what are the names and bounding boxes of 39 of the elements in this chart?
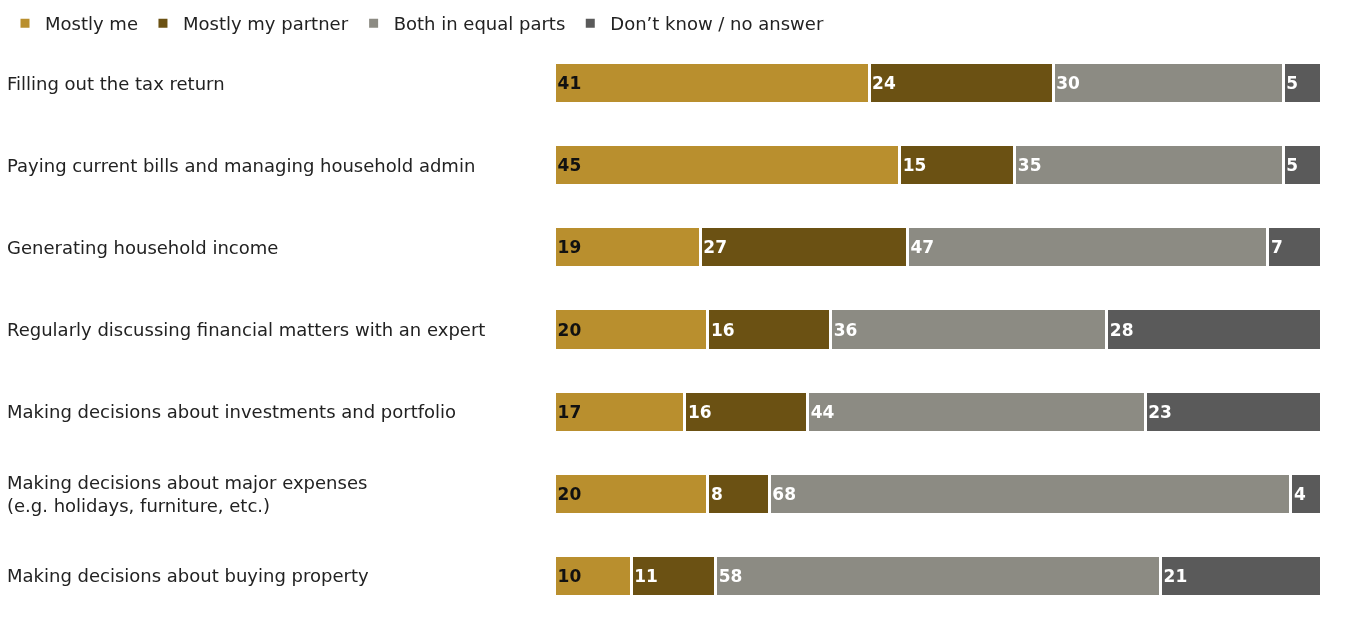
y-tick-label: Making decisions about investments and portfolio	[7, 401, 457, 422]
data-label: 58	[718, 565, 743, 586]
legend-label: Mostly me	[45, 13, 138, 35]
legend-label: Don’t know / no answer	[610, 13, 824, 35]
data-label: 21	[1163, 565, 1188, 586]
data-label: 44	[810, 401, 835, 422]
y-tick-label: Regularly discussing financial matters with an expert	[7, 319, 486, 340]
legend-label: Mostly my partner	[182, 13, 349, 35]
data-label: 35	[1017, 155, 1042, 176]
data-label: 19	[557, 237, 582, 258]
data-label: 23	[1148, 401, 1172, 422]
y-tick-label: Making decisions about major expenses (e.g. holidays, furniture, etc.)	[7, 472, 368, 517]
data-label: 30	[1056, 73, 1080, 94]
data-label: 8	[710, 483, 723, 504]
data-label: 47	[910, 237, 935, 258]
data-label: 27	[703, 237, 727, 258]
y-tick-label: Generating household income	[7, 237, 279, 258]
data-label: 28	[1109, 319, 1134, 340]
data-label: 68	[772, 483, 797, 504]
data-label: 24	[872, 73, 896, 94]
data-label: 41	[557, 73, 582, 94]
data-label: 7	[1270, 237, 1283, 258]
data-label: 5	[1286, 155, 1299, 176]
y-tick-label: Paying current bills and managing household admin	[7, 155, 476, 176]
data-label: 16	[710, 319, 735, 340]
data-label: 36	[833, 319, 858, 340]
data-label: 20	[557, 319, 582, 340]
legend-label: Both in equal parts	[393, 13, 566, 35]
data-label: 15	[902, 155, 927, 176]
y-tick-label: Filling out the tax return	[7, 73, 225, 94]
data-label: 45	[557, 155, 582, 176]
data-label: 16	[687, 401, 712, 422]
data-label: 20	[557, 483, 582, 504]
data-label: 5	[1286, 73, 1299, 94]
y-tick-label: Making decisions about buying property	[7, 565, 369, 586]
data-label: 4	[1293, 483, 1306, 504]
data-label: 17	[557, 401, 582, 422]
data-label: 11	[634, 565, 658, 586]
data-label: 10	[557, 565, 582, 586]
